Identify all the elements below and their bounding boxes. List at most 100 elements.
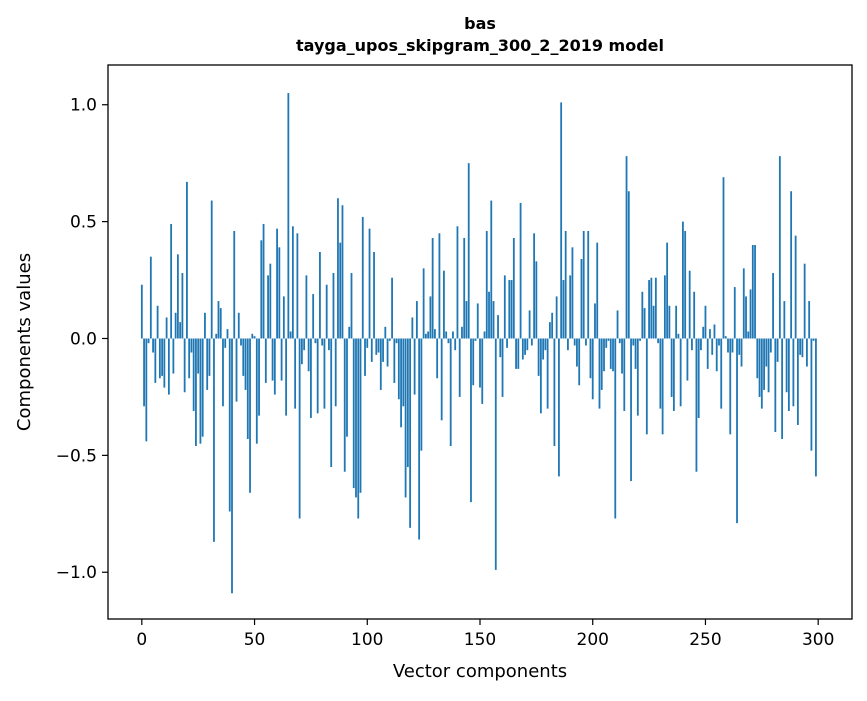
y-axis-label: Components values bbox=[14, 253, 35, 431]
bar-234 bbox=[668, 305, 671, 339]
bar-160 bbox=[501, 338, 504, 397]
bar-137 bbox=[449, 338, 452, 447]
bar-55 bbox=[264, 338, 267, 383]
bar-261 bbox=[729, 338, 732, 435]
bar-292 bbox=[799, 338, 802, 355]
bar-171 bbox=[526, 338, 529, 351]
bar-271 bbox=[751, 244, 754, 339]
bar-12 bbox=[167, 338, 170, 395]
bar-154 bbox=[488, 291, 490, 339]
bar-141 bbox=[458, 338, 461, 397]
bar-157 bbox=[494, 338, 497, 570]
bar-220 bbox=[636, 338, 639, 416]
bar-74 bbox=[307, 338, 310, 372]
bar-7 bbox=[156, 305, 159, 339]
bar-106 bbox=[379, 338, 382, 390]
bar-276 bbox=[763, 338, 765, 390]
bar-250 bbox=[704, 305, 707, 339]
bar-9 bbox=[161, 338, 164, 376]
bar-3 bbox=[147, 338, 150, 344]
bar-279 bbox=[769, 338, 772, 353]
bar-37 bbox=[224, 338, 227, 348]
bar-247 bbox=[697, 338, 700, 418]
x-tick-label: 300 bbox=[802, 630, 834, 650]
bar-158 bbox=[497, 315, 499, 339]
bar-131 bbox=[436, 338, 439, 379]
bar-47 bbox=[246, 338, 249, 439]
bar-103 bbox=[373, 252, 375, 339]
bar-174 bbox=[533, 233, 536, 339]
bar-90 bbox=[343, 338, 346, 472]
bars-group bbox=[140, 93, 817, 594]
bar-188 bbox=[564, 230, 567, 339]
bar-96 bbox=[357, 338, 360, 519]
bar-165 bbox=[512, 237, 515, 339]
bar-1 bbox=[143, 338, 145, 407]
bar-164 bbox=[510, 280, 513, 339]
bar-278 bbox=[767, 338, 770, 393]
bar-240 bbox=[682, 221, 684, 339]
bar-284 bbox=[781, 338, 784, 439]
bar-130 bbox=[434, 329, 436, 339]
bar-99 bbox=[364, 338, 366, 376]
bar-150 bbox=[479, 338, 481, 388]
bar-54 bbox=[262, 223, 265, 339]
x-tick-label: 0 bbox=[136, 630, 147, 650]
bar-217 bbox=[630, 338, 632, 482]
bar-116 bbox=[402, 338, 405, 407]
bar-161 bbox=[503, 275, 506, 339]
bar-17 bbox=[179, 322, 182, 339]
bar-224 bbox=[645, 338, 648, 435]
bar-35 bbox=[219, 308, 222, 339]
bar-209 bbox=[612, 338, 614, 372]
bar-6 bbox=[154, 338, 157, 383]
bar-118 bbox=[406, 338, 409, 468]
bar-182 bbox=[551, 312, 554, 339]
bar-170 bbox=[524, 338, 526, 355]
bar-291 bbox=[796, 338, 799, 425]
bar-86 bbox=[334, 338, 337, 407]
bar-223 bbox=[643, 308, 646, 339]
x-axis-ticks: 0 50 100 150 200 250 300 bbox=[136, 619, 834, 650]
bar-280 bbox=[772, 273, 774, 339]
bar-44 bbox=[240, 338, 242, 346]
bar-124 bbox=[420, 338, 423, 451]
y-tick-label: 1.0 bbox=[70, 96, 97, 116]
bar-73 bbox=[305, 275, 308, 339]
bar-81 bbox=[323, 338, 326, 409]
bar-18 bbox=[181, 273, 184, 339]
bar-149 bbox=[476, 303, 479, 339]
bar-155 bbox=[490, 200, 493, 339]
bar-233 bbox=[666, 242, 669, 339]
bar-198 bbox=[587, 230, 590, 339]
bar-25 bbox=[197, 338, 200, 374]
bar-14 bbox=[172, 338, 175, 374]
bar-108 bbox=[384, 326, 387, 339]
bar-281 bbox=[774, 338, 777, 432]
bar-82 bbox=[325, 284, 328, 339]
bar-159 bbox=[499, 338, 502, 358]
bar-152 bbox=[483, 331, 486, 339]
bar-176 bbox=[537, 338, 540, 376]
bar-191 bbox=[571, 247, 574, 339]
bar-218 bbox=[632, 338, 635, 346]
bar-166 bbox=[515, 338, 517, 369]
bar-11 bbox=[165, 317, 168, 339]
bar-151 bbox=[481, 338, 484, 404]
bar-145 bbox=[467, 163, 470, 339]
bar-113 bbox=[395, 338, 398, 344]
bar-32 bbox=[213, 338, 215, 542]
bar-183 bbox=[553, 338, 556, 447]
bar-88 bbox=[339, 242, 342, 339]
bar-289 bbox=[792, 338, 795, 407]
bar-13 bbox=[170, 223, 173, 339]
bar-105 bbox=[377, 338, 380, 353]
bar-91 bbox=[346, 338, 348, 437]
bar-298 bbox=[812, 338, 815, 341]
bar-31 bbox=[210, 200, 213, 339]
bar-181 bbox=[548, 322, 551, 339]
bar-52 bbox=[258, 338, 260, 416]
bar-4 bbox=[149, 256, 152, 339]
bar-62 bbox=[280, 338, 283, 381]
